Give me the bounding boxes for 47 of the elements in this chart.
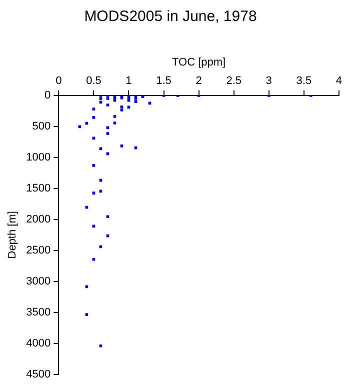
y-axis-title: Depth [m] [6, 211, 19, 259]
x-tick-label: 2 [196, 74, 202, 87]
point [92, 258, 96, 261]
y-tick-label: 3500 [26, 306, 51, 318]
y-tick-label: 2000 [26, 213, 51, 226]
point [92, 164, 96, 167]
point [85, 313, 88, 316]
x-tick-label: 0.5 [86, 74, 102, 87]
point [113, 115, 116, 118]
point [92, 108, 96, 110]
point [106, 132, 110, 135]
point [120, 144, 124, 148]
y-tick-label: 0 [44, 89, 51, 102]
x-tick-label: 1 [126, 74, 132, 87]
point [148, 102, 152, 105]
point [106, 126, 110, 130]
point [92, 192, 96, 194]
y-tick-label: 4000 [26, 337, 51, 350]
point [120, 96, 124, 100]
point [127, 98, 130, 102]
x-tick-label: 0 [56, 74, 62, 87]
y-tick-label: 1500 [26, 182, 51, 194]
x-tick-label: 2.5 [226, 74, 242, 87]
point [113, 98, 116, 102]
point [92, 116, 96, 119]
chart-title: MODS2005 in June, 1978 [84, 8, 257, 26]
point [99, 344, 102, 348]
y-tick-label: 3000 [26, 275, 51, 288]
y-tick-label: 500 [32, 120, 51, 132]
point [120, 105, 124, 108]
y-tick-label: 1000 [26, 151, 51, 164]
point [106, 215, 110, 218]
point [120, 108, 124, 112]
x-tick-label: 4 [336, 74, 342, 87]
x-tick-label: 3.5 [296, 74, 312, 87]
point [106, 97, 110, 100]
x-tick-label: 1.5 [156, 74, 172, 87]
point [134, 97, 138, 100]
point [134, 100, 138, 104]
point [106, 104, 110, 106]
point [99, 97, 102, 100]
x-tick-label: 3 [266, 74, 272, 87]
x-axis-title: TOC [ppm] [172, 56, 226, 69]
point [113, 122, 116, 124]
point [99, 178, 102, 182]
y-tick-label: 4500 [26, 368, 51, 380]
y-tick-label: 2500 [26, 244, 51, 256]
